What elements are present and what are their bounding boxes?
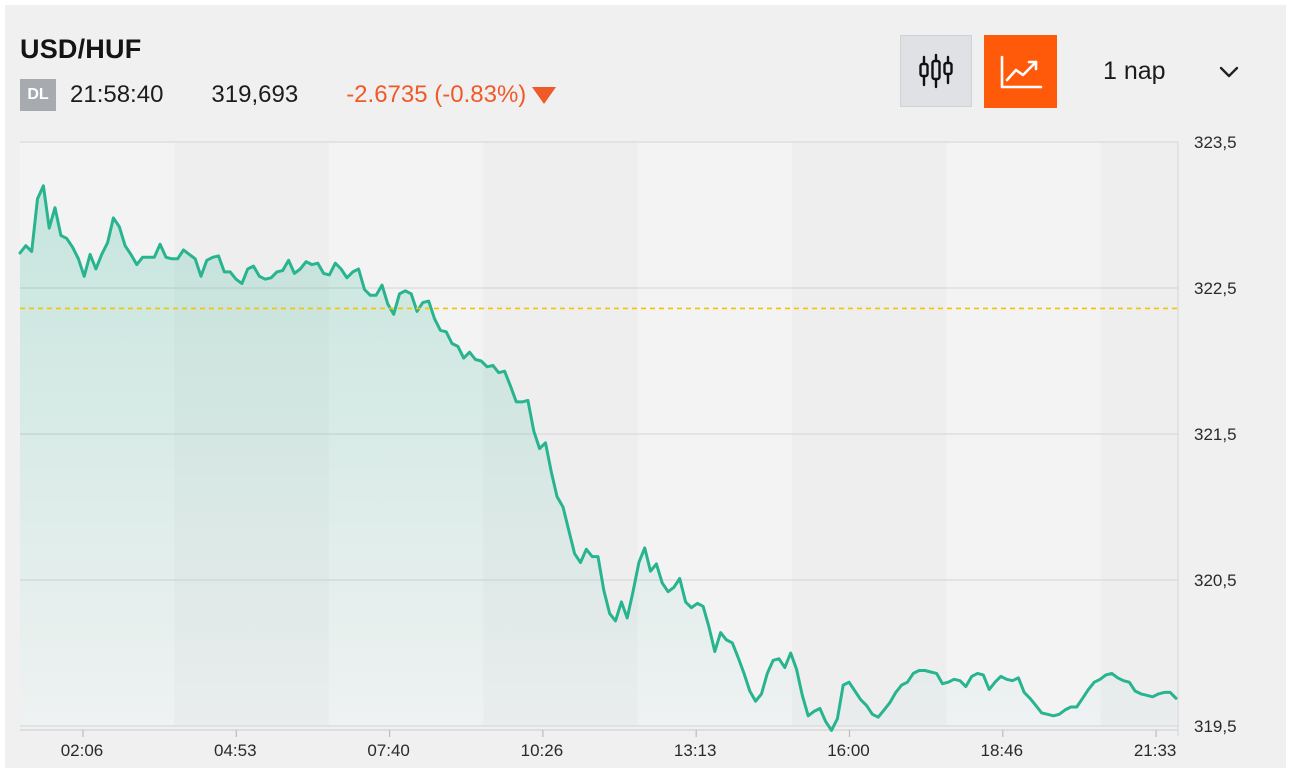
- price-line: [18, 184, 1178, 732]
- quote-time: 21:58:40: [70, 81, 164, 108]
- down-arrow-icon: [532, 87, 557, 105]
- x-tick-label: 07:40: [367, 741, 410, 760]
- quote-price: 319,693: [211, 81, 299, 108]
- quote-row: DL 21:58:40 319,693 -2.6735 (-0.83%): [20, 79, 557, 111]
- x-tick-label: 02:06: [61, 741, 104, 760]
- line-chart-icon: [1000, 55, 1042, 88]
- x-tick-label: 04:53: [214, 741, 257, 760]
- x-tick-label: 10:26: [521, 741, 564, 760]
- delayed-badge: DL: [20, 79, 56, 111]
- candlestick-chart-button[interactable]: [900, 35, 972, 107]
- quote-change: -2.6735 (-0.83%): [346, 81, 557, 109]
- quote-change-value: -2.6735 (-0.83%): [346, 81, 527, 108]
- period-selector[interactable]: 1 nap: [1103, 57, 1166, 85]
- instrument-symbol: USD/HUF: [20, 34, 142, 64]
- x-tick-label: 21:33: [1134, 741, 1177, 760]
- x-tick-label: 16:00: [827, 741, 870, 760]
- candlestick-icon: [919, 53, 953, 89]
- x-tick-label: 13:13: [674, 741, 717, 760]
- y-tick-label: 323,5: [1194, 133, 1237, 152]
- price-area: [20, 185, 1176, 731]
- y-tick-label: 319,5: [1194, 717, 1237, 736]
- y-tick-label: 321,5: [1194, 425, 1237, 444]
- x-tick-label: 18:46: [981, 741, 1024, 760]
- line-chart-button[interactable]: [984, 35, 1057, 108]
- y-tick-label: 320,5: [1194, 571, 1237, 590]
- chevron-down-icon[interactable]: [1215, 60, 1243, 84]
- y-tick-label: 322,5: [1194, 279, 1237, 298]
